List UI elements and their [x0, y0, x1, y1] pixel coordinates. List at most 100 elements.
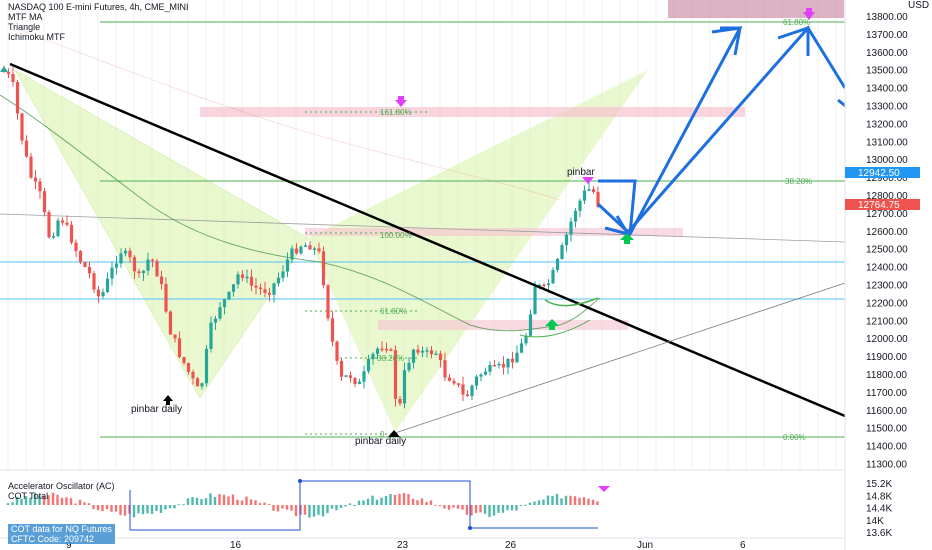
osc-bar	[515, 505, 518, 511]
cot-title[interactable]: COT Total	[8, 491, 49, 501]
black-arrow-mid	[388, 430, 400, 437]
candle-body	[177, 338, 182, 358]
osc-bar	[308, 505, 311, 518]
price-tick: 11900.00	[866, 352, 907, 363]
candle-body	[245, 276, 249, 279]
osc-bar	[6, 503, 10, 505]
osc-bar	[578, 497, 581, 505]
price-tag-blue[interactable]: 12942.50	[845, 167, 920, 179]
osc-bar	[416, 500, 419, 505]
price-tick: 11700.00	[866, 388, 907, 399]
candle-body	[308, 245, 312, 250]
fib-label-top: 61.80%	[783, 18, 810, 27]
ascending-trendline[interactable]	[394, 282, 846, 434]
osc-bar	[407, 494, 410, 505]
chart-header: NASDAQ 100 E-mini Futures, 4h, CME_MINI …	[8, 2, 189, 42]
magenta-arrow-upper-stem	[398, 96, 404, 101]
candle-body	[479, 374, 483, 377]
candle-body	[114, 263, 119, 268]
candle-body	[105, 278, 110, 293]
magenta-arrow-pinbar	[582, 177, 594, 184]
osc-bar	[195, 497, 199, 505]
pink-zone-top	[668, 0, 844, 18]
osc-bar	[506, 505, 509, 511]
black-arrow-left-stem	[166, 401, 170, 405]
indicator-triangle[interactable]: Triangle	[8, 22, 41, 32]
osc-bar	[339, 505, 343, 508]
osc-tick: 15.2K	[866, 479, 892, 490]
candle-body	[276, 277, 281, 284]
osc-bar	[555, 493, 559, 505]
black-trendline[interactable]	[9, 62, 846, 418]
osc-bar	[56, 494, 59, 505]
osc-bar	[168, 505, 172, 509]
candle-body	[330, 318, 335, 342]
osc-bar	[321, 505, 325, 517]
osc-bar	[380, 497, 383, 505]
osc-bar	[29, 497, 32, 505]
osc-bar	[533, 501, 536, 505]
price-tick: 11500.00	[866, 424, 907, 435]
date-tick-6: 6	[740, 540, 746, 550]
osc-bar	[551, 495, 554, 505]
osc-bar	[245, 496, 248, 505]
price-tick: 12900.00	[866, 173, 908, 184]
candle-body	[42, 191, 47, 213]
candle-body	[380, 348, 384, 351]
candle-body	[240, 274, 245, 278]
osc-bar	[411, 498, 415, 505]
candle-body	[209, 322, 213, 349]
ac-title[interactable]: Accelerator Oscillator (AC)	[8, 481, 115, 491]
fib-label-100: 100.00%	[380, 231, 412, 240]
price-tick: 11400.00	[866, 442, 907, 453]
osc-bar	[587, 498, 590, 505]
price-tick: 12300.00	[866, 281, 908, 292]
candle-body	[420, 350, 425, 353]
osc-bar	[501, 505, 505, 513]
osc-bar	[114, 505, 118, 512]
candle-body	[69, 224, 74, 243]
fib-label-zero-left: 0	[380, 430, 385, 439]
osc-bar	[330, 505, 334, 509]
osc-bar	[191, 496, 194, 505]
pink-zone-mid	[305, 228, 683, 236]
candle-body	[438, 353, 443, 361]
osc-bar	[258, 503, 262, 505]
osc-bar	[546, 495, 550, 505]
candle-body	[321, 251, 326, 286]
osc-bar	[101, 505, 104, 512]
candle-body	[591, 189, 596, 192]
oscillator-legend: Accelerator Oscillator (AC) COT Total	[8, 481, 115, 501]
osc-bar	[227, 496, 230, 505]
pinbar-label: pinbar	[567, 167, 595, 178]
osc-bar	[542, 499, 545, 505]
candle-body	[497, 363, 501, 366]
arrow-head-1	[711, 26, 742, 56]
osc-bar	[312, 505, 316, 517]
green-arrow-left	[0, 66, 8, 72]
osc-bar	[33, 492, 37, 505]
indicator-ichimoku[interactable]: Ichimoku MTF	[8, 32, 66, 42]
osc-bar	[236, 499, 239, 505]
osc-bar	[425, 502, 428, 505]
green-arrow-1	[620, 233, 634, 240]
price-tick: 12400.00	[866, 263, 908, 274]
price-tick: 12600.00	[866, 227, 908, 238]
osc-bar	[420, 498, 424, 505]
candle-body	[119, 253, 123, 264]
candle-body	[425, 350, 429, 352]
candle-body	[596, 191, 600, 207]
price-tag-red[interactable]: 12764.75	[845, 199, 920, 211]
candle-body	[132, 257, 137, 272]
candle-body	[492, 365, 497, 367]
projected-path-2[interactable]	[596, 25, 847, 235]
date-tick-jun: Jun	[637, 540, 653, 550]
indicator-mtf-ma[interactable]: MTF MA	[8, 12, 43, 22]
cot-info-text: COT data for NQ Futures	[11, 524, 112, 534]
osc-tick: 14.4K	[866, 504, 892, 515]
candle-body	[38, 181, 42, 192]
candle-body	[267, 292, 272, 295]
candle-body	[92, 273, 96, 290]
green-curve	[544, 297, 599, 307]
